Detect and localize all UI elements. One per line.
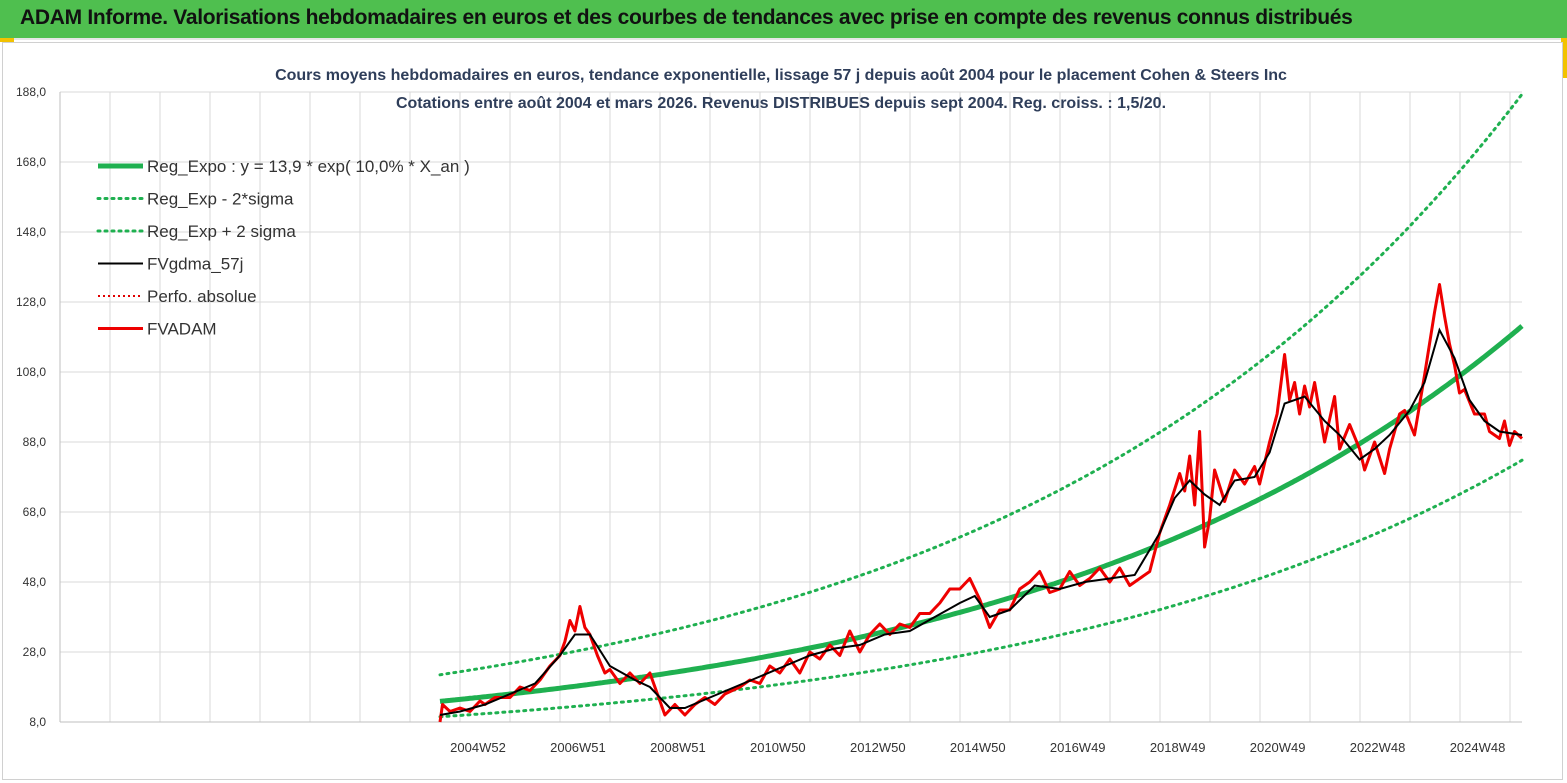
corner-accent-right (1561, 38, 1567, 78)
x-tick-label: 2008W51 (650, 740, 706, 755)
x-tick-label: 2022W48 (1350, 740, 1406, 755)
report-banner-title: ADAM Informe. Valorisations hebdomadaire… (20, 6, 1353, 29)
y-tick-label: 108,0 (16, 365, 46, 379)
fvgdma-57j-line (439, 327, 1523, 716)
y-tick-label: 48,0 (23, 575, 47, 589)
report-banner: ADAM Informe. Valorisations hebdomadaire… (0, 0, 1567, 40)
fvadam-line (438, 283, 1524, 723)
chart-subtitle: Cotations entre août 2004 et mars 2026. … (396, 95, 1166, 112)
legend-reg-expo-label: Reg_Expo : y = 13,9 * exp( 10,0% * X_an … (147, 157, 470, 176)
x-tick-label: 2020W49 (1250, 740, 1306, 755)
legend-reg-exp-plus-label: Reg_Exp + 2 sigma (147, 222, 296, 241)
legend-reg-exp-minus-label: Reg_Exp - 2*sigma (147, 190, 294, 209)
chart-frame (2, 42, 1563, 780)
reg-exp-plus-2sigma-line (438, 92, 1524, 677)
x-tick-label: 2014W50 (950, 740, 1006, 755)
y-tick-label: 8,0 (29, 715, 46, 729)
chart-legend: Reg_Expo : y = 13,9 * exp( 10,0% * X_an … (96, 157, 470, 339)
corner-accent-left (0, 38, 14, 42)
chart-title: Cours moyens hebdomadaires en euros, ten… (275, 67, 1287, 84)
y-tick-label: 28,0 (23, 645, 47, 659)
legend-perfo-label: Perfo. absolue (147, 287, 257, 306)
x-tick-label: 2018W49 (1150, 740, 1206, 755)
y-tick-label: 168,0 (16, 155, 46, 169)
x-tick-label: 2016W49 (1050, 740, 1106, 755)
x-tick-label: 2010W50 (750, 740, 806, 755)
x-tick-label: 2006W51 (550, 740, 606, 755)
y-tick-label: 128,0 (16, 295, 46, 309)
y-tick-label: 88,0 (23, 435, 47, 449)
legend-fvadam-label: FVADAM (147, 320, 217, 339)
x-tick-label: 2012W50 (850, 740, 906, 755)
y-tick-label: 68,0 (23, 505, 47, 519)
y-tick-label: 188,0 (16, 85, 46, 99)
reg-exp-minus-2sigma-line (438, 458, 1524, 719)
legend-fvgdma-label: FVgdma_57j (147, 255, 243, 274)
x-tick-label: 2004W52 (450, 740, 506, 755)
x-tick-label: 2024W48 (1450, 740, 1506, 755)
y-tick-label: 148,0 (16, 225, 46, 239)
